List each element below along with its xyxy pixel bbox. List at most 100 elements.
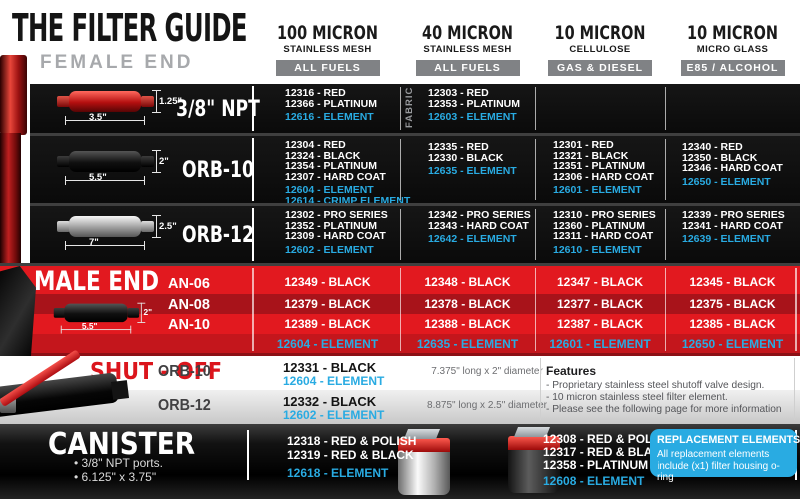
part-number: 12335 - RED — [428, 141, 489, 153]
red-filter-photo-edge — [0, 133, 21, 263]
column-header-40-micron: 40 MICRON STAINLESS MESH ALL FUELS — [400, 22, 535, 76]
parts-cell: 12339 - PRO SERIES 12341 - HARD COAT 126… — [665, 206, 800, 263]
part-number: 12330 - BLACK — [428, 151, 504, 164]
size-description: 8.875" long x 2.5" diameter — [427, 400, 547, 411]
female-end-section-label: FEMALE END — [40, 52, 194, 73]
parts-cell: 12335 - RED 12330 - BLACK 12635 - ELEMEN… — [400, 136, 535, 203]
element-part-number: 12616 - ELEMENT — [285, 111, 374, 123]
column-media-label: STAINLESS MESH — [283, 44, 372, 55]
part-number: 12324 - BLACK — [285, 149, 361, 162]
fuel-compatibility-badge: E85 / ALCOHOL — [680, 60, 785, 76]
label-divider — [252, 268, 254, 351]
column-divider — [535, 87, 536, 130]
element-part-number: 12635 - ELEMENT — [428, 165, 517, 177]
table-row-orb10: 2" 5.5" ORB-10 12304 - RED 12324 - BLACK… — [30, 136, 800, 206]
edge-divider — [795, 268, 797, 351]
label-divider — [252, 86, 254, 131]
part-number: 12308 - RED & POLISH — [543, 432, 673, 446]
black-filter-product-image: 2" 5.5" — [55, 148, 173, 188]
element-part-number: 12650 - ELEMENT — [682, 175, 771, 188]
column-divider — [665, 209, 666, 260]
dimension-height-label: 2.5" — [159, 221, 177, 232]
shutoff-row-orb10 — [0, 356, 800, 390]
part-number: 12332 - BLACK — [283, 394, 377, 409]
feature-item: - Please see the following page for more… — [546, 403, 782, 415]
parts-cell: 12301 - RED 12321 - BLACK 12351 - PLATIN… — [535, 136, 665, 203]
column-media-label: STAINLESS MESH — [423, 44, 512, 55]
part-number: 12339 - PRO SERIES — [682, 209, 785, 221]
row-label-orb12: ORB-12 — [158, 397, 211, 414]
part-number: 12321 - BLACK — [553, 149, 629, 162]
element-part-number: 12642 - ELEMENT — [428, 233, 517, 245]
section-divider — [540, 358, 541, 420]
part-number: 12366 - PLATINUM — [285, 97, 377, 110]
canister-section: CANISTER • 3/8" NPT ports. • 6.125" x 3.… — [0, 424, 800, 499]
canister-bullet: • 3/8" NPT ports. — [74, 456, 163, 470]
element-part-number: 12602 - ELEMENT — [285, 243, 374, 256]
label-divider — [252, 138, 254, 201]
part-number: 12353 - PLATINUM — [428, 97, 520, 110]
column-micron-label: 10 MICRON — [554, 22, 646, 44]
column-header-10-micron-microglass: 10 MICRON MICRO GLASS E85 / ALCOHOL — [665, 22, 800, 76]
replacement-elements-title: REPLACEMENT ELEMENTS — [657, 434, 800, 446]
column-micron-label: 10 MICRON — [687, 22, 778, 44]
element-part-number: 12614 - CRIMP ELEMENT — [285, 194, 411, 207]
element-part-number: 12603 - ELEMENT — [428, 111, 517, 123]
column-media-label: MICRO GLASS — [696, 44, 769, 55]
part-number: 12388 - BLACK — [424, 317, 511, 331]
red-filter-photo-edge — [0, 55, 27, 135]
part-number: 12377 - BLACK — [556, 297, 644, 311]
parts-cell: 12340 - RED 12350 - BLACK 12346 - HARD C… — [665, 136, 800, 203]
part-number: 12331 - BLACK — [283, 360, 377, 375]
part-number: 12302 - PRO SERIES — [285, 209, 388, 221]
part-number: 12379 - BLACK — [284, 297, 371, 311]
part-number: 12345 - BLACK — [689, 275, 776, 289]
page-title: THE FILTER GUIDE — [12, 6, 248, 50]
dimension-length-label: 5.5" — [89, 172, 107, 183]
part-number: 12354 - PLATINUM — [285, 160, 377, 172]
dimension-length-label: 7" — [89, 237, 99, 248]
part-number: 12303 - RED — [428, 87, 489, 99]
male-end-section: MALE END AN-06 AN-08 AN-10 2" 5.5" 12349… — [0, 263, 800, 356]
row-label-orb12: ORB-12 — [182, 223, 254, 248]
size-description: 7.375" long x 2" diameter — [431, 366, 543, 377]
edge-divider — [794, 358, 795, 420]
column-divider — [535, 209, 536, 260]
part-number: 12306 - HARD COAT — [553, 170, 654, 183]
part-number: 12316 - RED — [285, 87, 346, 99]
column-header-10-micron-cellulose: 10 MICRON CELLULOSE GAS & DIESEL — [535, 22, 665, 76]
part-number: 12310 - PRO SERIES — [553, 209, 656, 221]
row-separator — [30, 133, 800, 136]
male-end-label: MALE END — [34, 266, 160, 297]
element-part-number: 12601 - ELEMENT — [553, 184, 642, 196]
element-part-number: 12604 - ELEMENT — [276, 337, 379, 351]
parts-cell: 12342 - PRO SERIES 12343 - HARD COAT 126… — [400, 206, 535, 263]
part-number: 12389 - BLACK — [284, 317, 371, 331]
column-divider — [400, 209, 401, 260]
part-number: 12340 - RED — [682, 141, 743, 153]
part-number: 12378 - BLACK — [424, 297, 511, 311]
parts-cell: 12316 - RED 12366 - PLATINUM 12616 - ELE… — [255, 84, 400, 133]
label-divider — [252, 208, 254, 261]
row-separator — [30, 203, 800, 206]
row-label-an08: AN-08 — [168, 297, 210, 313]
parts-cell: 12303 - RED 12353 - PLATINUM 12603 - ELE… — [400, 84, 535, 133]
row-label-orb10: ORB-10 — [182, 158, 254, 183]
male-filter-product-image: 2" 5.5" — [52, 301, 156, 336]
element-part-number: 12635 - ELEMENT — [416, 337, 519, 351]
element-part-number: 12618 - ELEMENT — [287, 466, 389, 480]
part-number: 12358 - PLATINUM — [543, 458, 649, 472]
table-row-orb12: 2.5" 7" ORB-12 12302 - PRO SERIES 12352 … — [30, 206, 800, 263]
column-media-label: CELLULOSE — [569, 44, 631, 55]
part-number: 12341 - HARD COAT — [682, 219, 783, 232]
red-filter-product-image: 1.25" 3.5" — [55, 88, 182, 128]
part-number: 12304 - RED — [285, 139, 346, 151]
shutoff-row-orb12 — [0, 390, 800, 424]
column-divider — [665, 139, 666, 200]
element-part-number: 12604 - ELEMENT — [283, 374, 385, 388]
part-number: 12343 - HARD COAT — [428, 219, 529, 232]
part-number: 12350 - BLACK — [682, 151, 758, 164]
column-micron-label: 40 MICRON — [422, 22, 513, 44]
part-number: 12375 - BLACK — [689, 297, 776, 311]
